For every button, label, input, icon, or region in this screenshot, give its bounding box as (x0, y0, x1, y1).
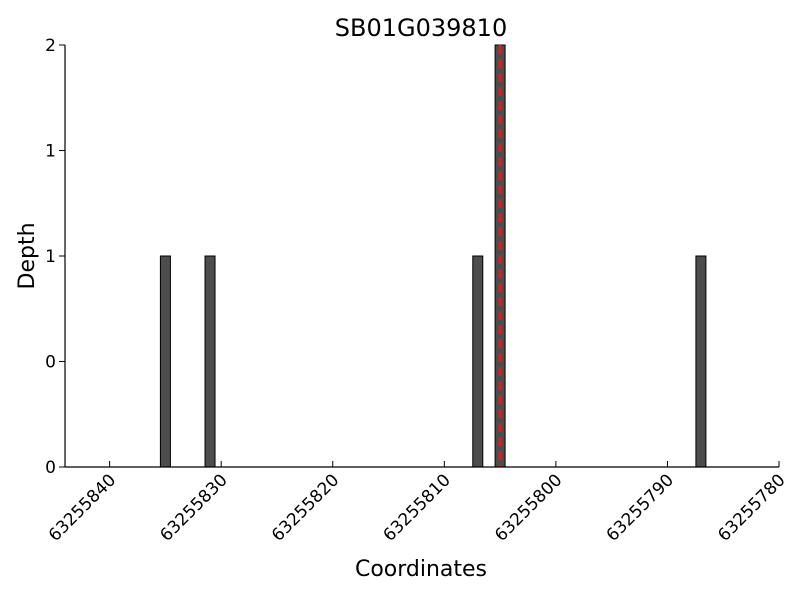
x-tick-label-4: 63255800 (491, 470, 566, 545)
x-tick-label-6: 63255780 (714, 470, 789, 545)
bar-0 (159, 255, 171, 468)
y-tick-label-3: 1 (45, 142, 56, 162)
y-tick-label-4: 2 (45, 36, 56, 56)
bars-layer (159, 44, 707, 468)
y-tick-label-1: 0 (45, 353, 56, 373)
x-ticks-layer: 63255840 63255830 63255820 63255810 63255800… (45, 461, 790, 546)
bar-1 (204, 255, 216, 468)
y-axis-label: Depth (15, 222, 40, 289)
x-tick-label-0: 63255840 (45, 470, 120, 545)
y-tick-label-2: 1 (45, 247, 56, 267)
x-axis-label: Coordinates (355, 557, 487, 582)
x-tick-label-3: 63255810 (380, 470, 455, 545)
bar-2 (472, 255, 484, 468)
y-ticks-layer: 0 0 1 1 2 (45, 36, 65, 478)
y-tick-label-0: 0 (45, 458, 56, 478)
x-tick-label-2: 63255820 (268, 470, 343, 545)
bar-4 (695, 255, 707, 468)
chart-title: SB01G039810 (335, 14, 507, 42)
x-tick-label-5: 63255790 (603, 470, 678, 545)
x-tick-label-1: 63255830 (156, 470, 231, 545)
